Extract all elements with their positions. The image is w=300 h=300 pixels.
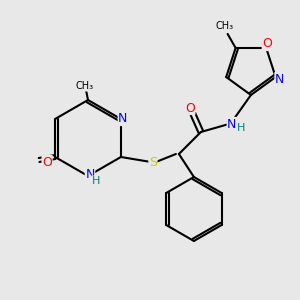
Text: O: O <box>185 101 195 115</box>
Text: N: N <box>118 112 128 125</box>
Text: CH₃: CH₃ <box>216 21 234 31</box>
Text: H: H <box>237 123 245 133</box>
Text: CH₃: CH₃ <box>76 81 94 91</box>
Text: S: S <box>149 155 157 169</box>
Text: N: N <box>275 73 284 85</box>
Text: H: H <box>92 176 100 186</box>
Text: O: O <box>262 38 272 50</box>
Text: N: N <box>227 118 237 130</box>
Text: O: O <box>42 155 52 169</box>
Text: N: N <box>85 167 95 181</box>
